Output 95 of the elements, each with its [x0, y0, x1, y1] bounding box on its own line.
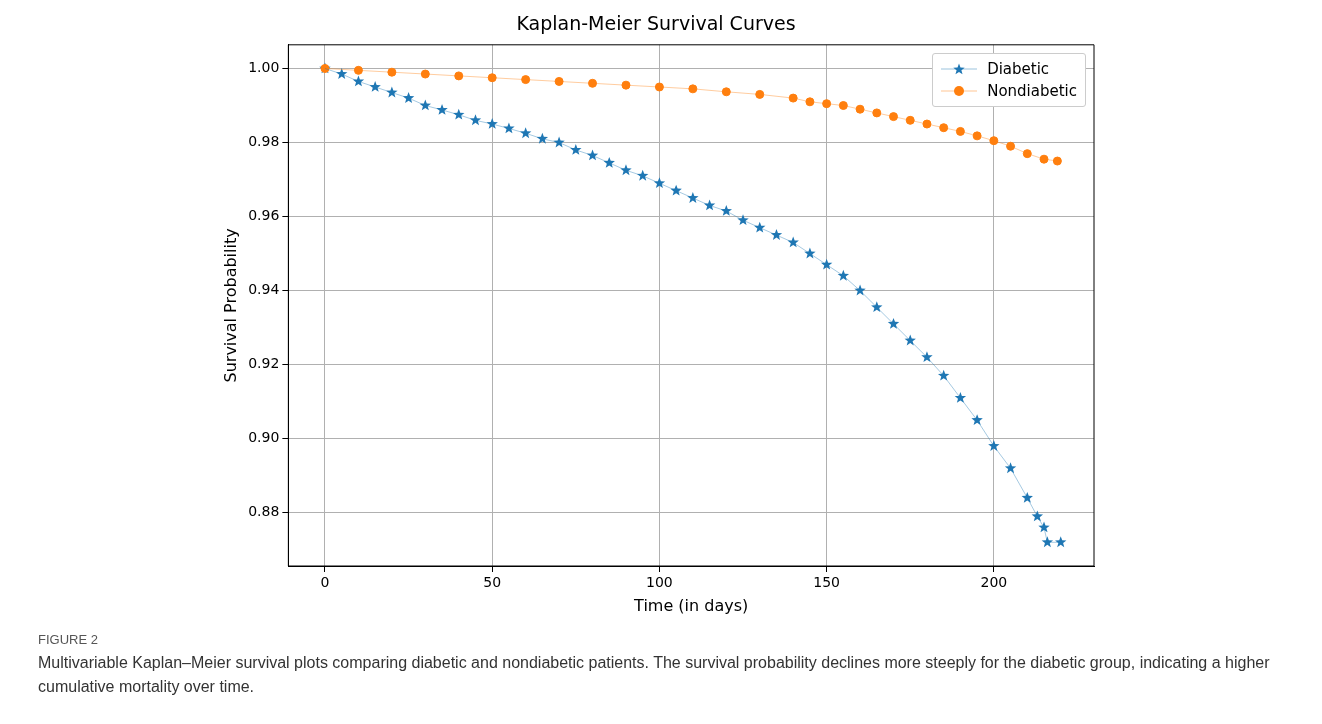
- point: [989, 136, 999, 146]
- point: [988, 440, 1000, 451]
- point: [519, 127, 532, 139]
- y-tick-label: 1.00: [248, 59, 280, 76]
- x-axis-title: Time (in days): [633, 595, 749, 615]
- point: [939, 123, 949, 133]
- point: [603, 156, 615, 168]
- point: [788, 93, 798, 103]
- point: [838, 101, 848, 111]
- point: [402, 92, 415, 103]
- point: [554, 76, 564, 86]
- caption: FIGURE 2: [38, 632, 99, 647]
- point: [937, 369, 950, 381]
- x-tick-label: 150: [813, 574, 840, 591]
- point: [1031, 510, 1044, 522]
- point: [754, 221, 766, 233]
- point: [755, 89, 765, 99]
- point: [469, 114, 482, 126]
- point: [654, 82, 664, 92]
- point: [837, 269, 850, 281]
- point: [703, 199, 716, 211]
- x-tick-label: 200: [980, 574, 1008, 591]
- point: [487, 73, 497, 83]
- point: [620, 164, 632, 176]
- point: [1052, 156, 1062, 166]
- point: [737, 214, 749, 226]
- point: [972, 131, 982, 141]
- point: [553, 136, 565, 148]
- legend-label: Nondiabetic: [987, 80, 1077, 102]
- point: [905, 115, 915, 125]
- y-axis-title: Survival Probability: [220, 228, 240, 383]
- point: [586, 149, 599, 161]
- point: [1021, 491, 1033, 503]
- point: [536, 132, 549, 144]
- point: [1055, 536, 1067, 548]
- point: [904, 334, 916, 346]
- point: [871, 301, 883, 313]
- point: [1041, 536, 1054, 548]
- point: [521, 75, 531, 85]
- point: [971, 414, 983, 426]
- point: [887, 317, 900, 329]
- point: [787, 236, 799, 248]
- point: [336, 68, 348, 79]
- point: [805, 97, 815, 107]
- chart-title: Kaplan-Meier Survival Curves: [516, 12, 796, 35]
- point: [720, 205, 733, 216]
- point: [855, 104, 865, 114]
- point: [454, 71, 464, 81]
- point: [353, 65, 363, 75]
- point: [386, 86, 398, 98]
- x-tick-label: 0: [320, 574, 330, 591]
- point: [688, 84, 698, 94]
- point: [621, 80, 631, 90]
- point: [1038, 521, 1050, 533]
- y-tick-label: 0.94: [248, 281, 280, 298]
- y-tick-label: 0.90: [248, 429, 280, 446]
- y-tick-label: 0.88: [248, 503, 280, 520]
- point: [804, 247, 816, 259]
- point: [1006, 141, 1016, 151]
- point: [687, 192, 699, 203]
- point: [588, 78, 598, 88]
- point: [889, 112, 899, 122]
- point: [1004, 462, 1017, 474]
- point: [453, 108, 465, 120]
- point: [1039, 154, 1049, 164]
- point: [721, 87, 731, 97]
- point: [820, 258, 833, 270]
- point: [770, 229, 783, 240]
- point: [954, 391, 967, 403]
- point: [503, 122, 515, 134]
- y-tick-label: 0.96: [248, 207, 280, 224]
- x-tick-label: 100: [646, 574, 673, 591]
- point: [636, 169, 649, 181]
- point: [436, 103, 448, 115]
- point: [352, 75, 365, 87]
- point: [1022, 149, 1032, 159]
- point: [670, 184, 682, 196]
- point: [854, 284, 866, 296]
- point: [570, 143, 582, 155]
- text: Multivariable Kaplan–Meier survival plots comparing diabetic and nondiabetic patients. The survival probability declines more steeply for the diabetic group, indicating a higher cumulative mortality over time.: [38, 653, 1271, 697]
- point: [955, 126, 965, 136]
- point: [419, 99, 432, 111]
- y-tick-label: 0.92: [248, 355, 280, 372]
- legend-label: Diabetic: [987, 58, 1050, 80]
- point: [921, 351, 933, 363]
- point: [922, 119, 932, 129]
- point: [387, 67, 397, 77]
- point: [822, 99, 832, 109]
- point: [872, 108, 882, 118]
- point: [420, 69, 430, 79]
- point: [653, 177, 666, 189]
- point: [486, 118, 498, 129]
- x-tick-label: 50: [483, 574, 502, 591]
- point: [369, 81, 381, 92]
- y-tick-label: 0.98: [248, 133, 280, 150]
